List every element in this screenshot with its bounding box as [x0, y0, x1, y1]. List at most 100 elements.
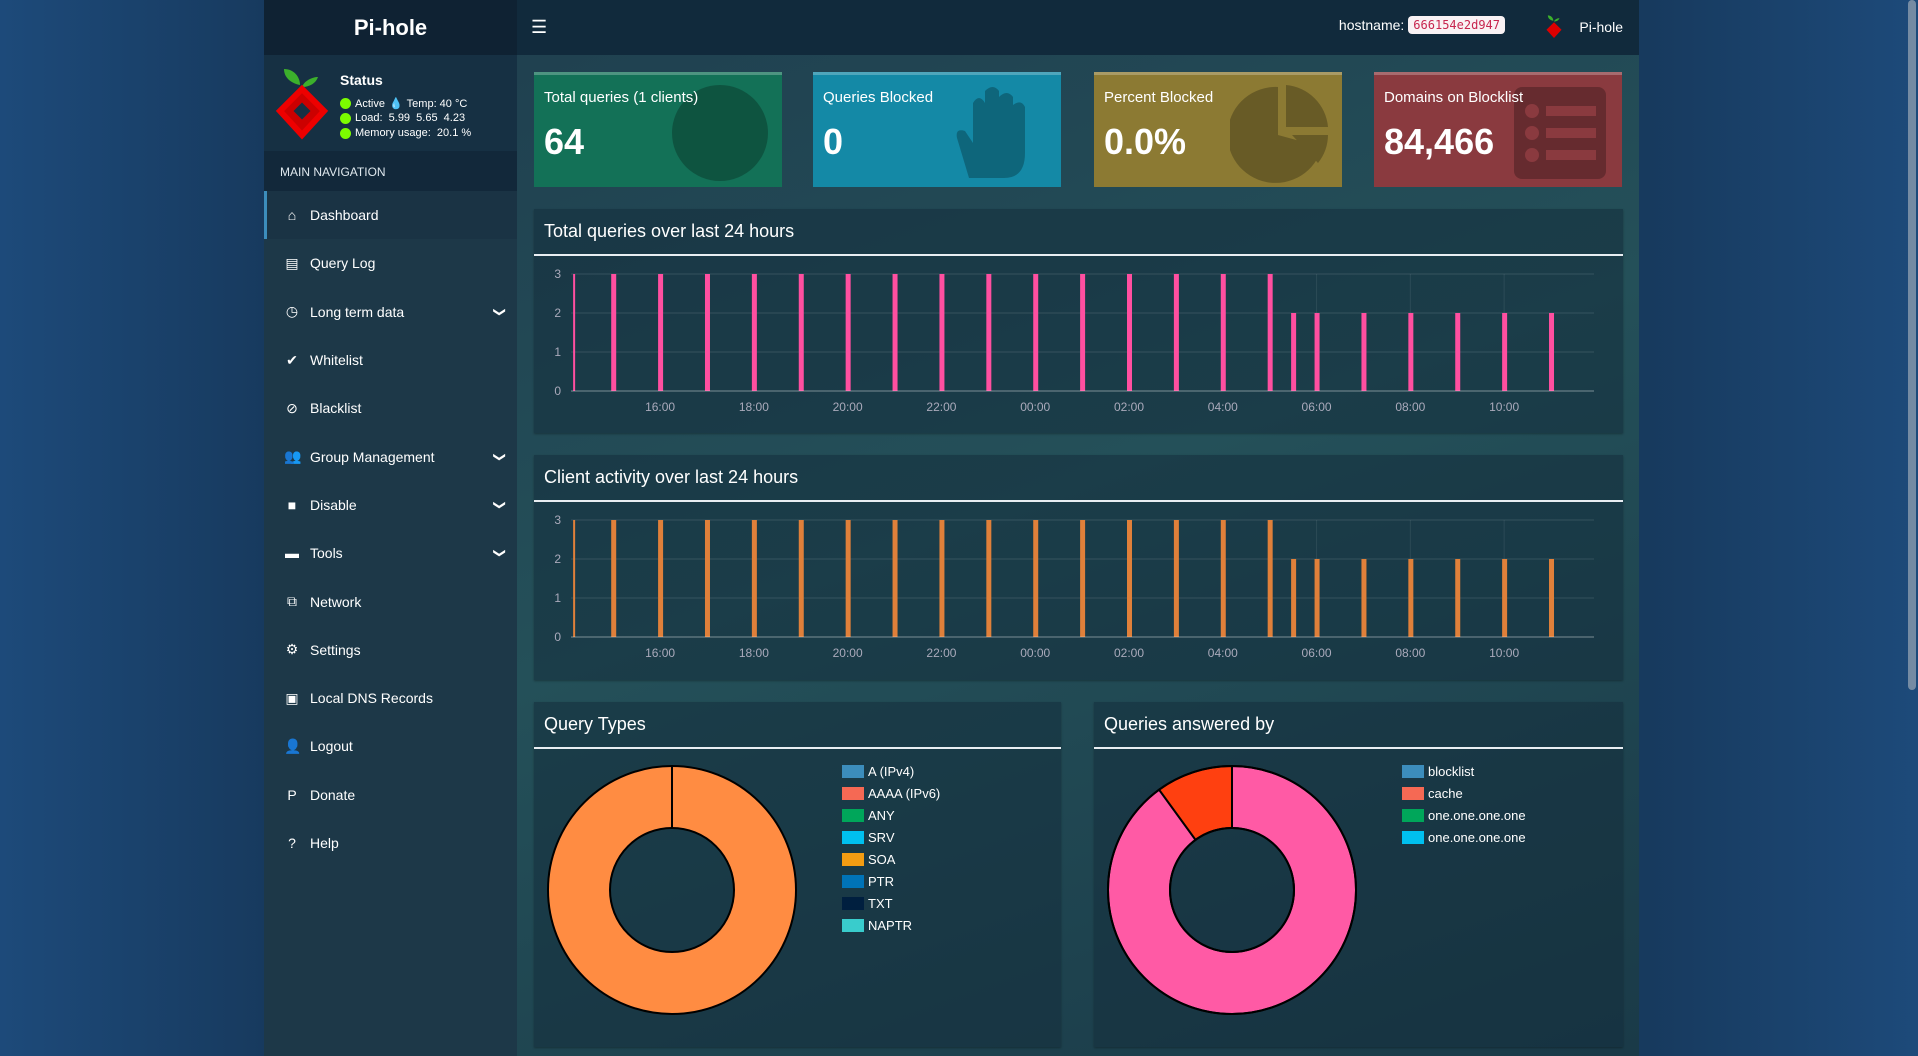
sidebar-item-label: Logout — [310, 738, 353, 755]
legend-swatch — [842, 896, 864, 910]
stat-value: 0.0% — [1104, 121, 1187, 162]
sidebar-item-settings[interactable]: ⚙ Settings — [264, 626, 517, 674]
bar — [1291, 313, 1297, 391]
legend-item[interactable]: NAPTR — [842, 914, 940, 936]
folder-icon: ▬ — [285, 545, 299, 562]
sidebar-item-label: Long term data — [310, 303, 405, 320]
legend-label: blocklist — [1428, 763, 1475, 779]
legend-item[interactable]: one.one.one.one — [1402, 804, 1526, 826]
stat-label: Total queries (1 clients) — [544, 89, 699, 106]
bar — [939, 274, 945, 391]
stat-box[interactable]: Percent Blocked 0.0% — [1094, 72, 1342, 187]
sidebar-item-network[interactable]: ⧉ Network — [264, 577, 517, 625]
query-types-donut — [547, 765, 797, 1015]
legend-item[interactable]: SRV — [842, 826, 940, 848]
sidebar-item-local-dns-records[interactable]: ▣ Local DNS Records — [264, 674, 517, 722]
sidebar-item-tools[interactable]: ▬ Tools ❯ — [264, 529, 517, 577]
status-title: Status — [340, 72, 383, 88]
bar — [658, 520, 664, 637]
sidebar-item-logout[interactable]: 👤 Logout — [264, 722, 517, 770]
bar — [704, 520, 710, 637]
sidebar-item-donate[interactable]: P Donate — [264, 771, 517, 819]
bar — [892, 520, 898, 637]
sidebar-item-label: Donate — [310, 786, 356, 803]
stat-box[interactable]: Queries Blocked 0 — [813, 72, 1061, 187]
bar — [986, 520, 992, 637]
legend-label: TXT — [868, 895, 893, 911]
x-tick-label: 06:00 — [1302, 400, 1332, 414]
donut-outline — [1107, 765, 1357, 1015]
legend-swatch — [842, 874, 864, 888]
clients-chart-title: Client activity over last 24 hours — [534, 455, 1623, 502]
nav-header: MAIN NAVIGATION — [264, 151, 517, 191]
active-dot-icon — [340, 98, 351, 109]
sidebar-item-query-log[interactable]: ▤ Query Log — [264, 239, 517, 287]
bar — [1220, 520, 1226, 637]
clients-chart-card: Client activity over last 24 hours 0 1 2 3 16… — [534, 455, 1623, 680]
legend-item[interactable]: ANY — [842, 804, 940, 826]
bar — [1502, 313, 1508, 391]
chevron-down-icon[interactable]: ❯ — [492, 306, 507, 317]
legend-item[interactable]: one.one.one.one — [1402, 826, 1526, 848]
chevron-down-icon[interactable]: ❯ — [492, 499, 507, 510]
chevron-down-icon[interactable]: ❯ — [492, 548, 507, 559]
bar — [1408, 559, 1414, 637]
sidebar-item-label: Disable — [310, 496, 357, 513]
ban-icon: ⊘ — [286, 399, 298, 416]
y-tick-label: 0 — [554, 630, 561, 644]
legend-label: ANY — [868, 807, 895, 823]
x-tick-label: 20:00 — [833, 646, 863, 660]
sidebar-item-dashboard[interactable]: ⌂ Dashboard — [264, 191, 517, 240]
legend-swatch — [842, 808, 864, 822]
stat-box[interactable]: Total queries (1 clients) 64 — [534, 72, 782, 187]
scrollbar[interactable] — [1908, 0, 1916, 690]
sidebar-item-label: Settings — [310, 641, 361, 658]
bar — [611, 520, 617, 637]
bar — [1502, 559, 1508, 637]
query-types-title: Query Types — [534, 702, 1061, 749]
pihole-logo-icon — [275, 69, 329, 140]
bar — [1080, 274, 1086, 391]
sidebar-item-blacklist[interactable]: ⊘ Blacklist — [264, 384, 517, 432]
legend-item[interactable]: AAAA (IPv6) — [842, 782, 940, 804]
sidebar-item-disable[interactable]: ■ Disable ❯ — [264, 481, 517, 529]
stat-box[interactable]: Domains on Blocklist 84,466 — [1374, 72, 1622, 187]
bar — [1314, 313, 1320, 391]
sidebar-item-label: Help — [310, 835, 339, 851]
home-icon: ⌂ — [287, 207, 297, 224]
donut-outline — [1169, 827, 1295, 953]
sidebar-item-help[interactable]: ? Help — [264, 819, 517, 867]
x-tick-label: 10:00 — [1489, 400, 1519, 414]
bar — [1127, 520, 1132, 637]
logo[interactable]: Pi-hole — [264, 0, 517, 55]
legend-item[interactable]: SOA — [842, 848, 940, 870]
bar — [1549, 559, 1555, 637]
paypal-icon: P — [287, 786, 297, 803]
menu-toggle-icon[interactable]: ☰ — [531, 17, 548, 37]
legend-item[interactable]: A (IPv4) — [842, 760, 940, 782]
bar — [1267, 520, 1273, 637]
legend-swatch — [842, 852, 864, 866]
user-menu[interactable]: Pi-hole — [1543, 14, 1623, 40]
x-tick-label: 10:00 — [1489, 646, 1519, 660]
legend-item[interactable]: cache — [1402, 782, 1526, 804]
status-memory: Memory usage: 20.1 % — [340, 127, 471, 139]
status-panel: Status Active 💧 Temp: 40 °C Load: 5.99 5.6… — [264, 55, 517, 151]
check-circle-icon: ✔ — [286, 351, 298, 368]
bar — [845, 274, 851, 391]
legend-item[interactable]: TXT — [842, 892, 940, 914]
sidebar-item-group-management[interactable]: 👥 Group Management ❯ — [264, 432, 517, 480]
question-circle-icon: ? — [288, 835, 296, 851]
legend-label: SOA — [868, 851, 896, 867]
bar — [1408, 313, 1414, 391]
chevron-down-icon[interactable]: ❯ — [492, 451, 507, 462]
stat-value: 84,466 — [1384, 121, 1495, 162]
legend-item[interactable]: blocklist — [1402, 760, 1526, 782]
bar — [1173, 520, 1179, 637]
legend-item[interactable]: PTR — [842, 870, 940, 892]
x-tick-label: 22:00 — [926, 400, 956, 414]
sidebar-item-whitelist[interactable]: ✔ Whitelist — [264, 336, 517, 384]
sidebar-item-long-term-data[interactable]: ◷ Long term data ❯ — [264, 288, 517, 336]
legend-swatch — [1402, 830, 1424, 844]
bar — [1549, 313, 1555, 391]
